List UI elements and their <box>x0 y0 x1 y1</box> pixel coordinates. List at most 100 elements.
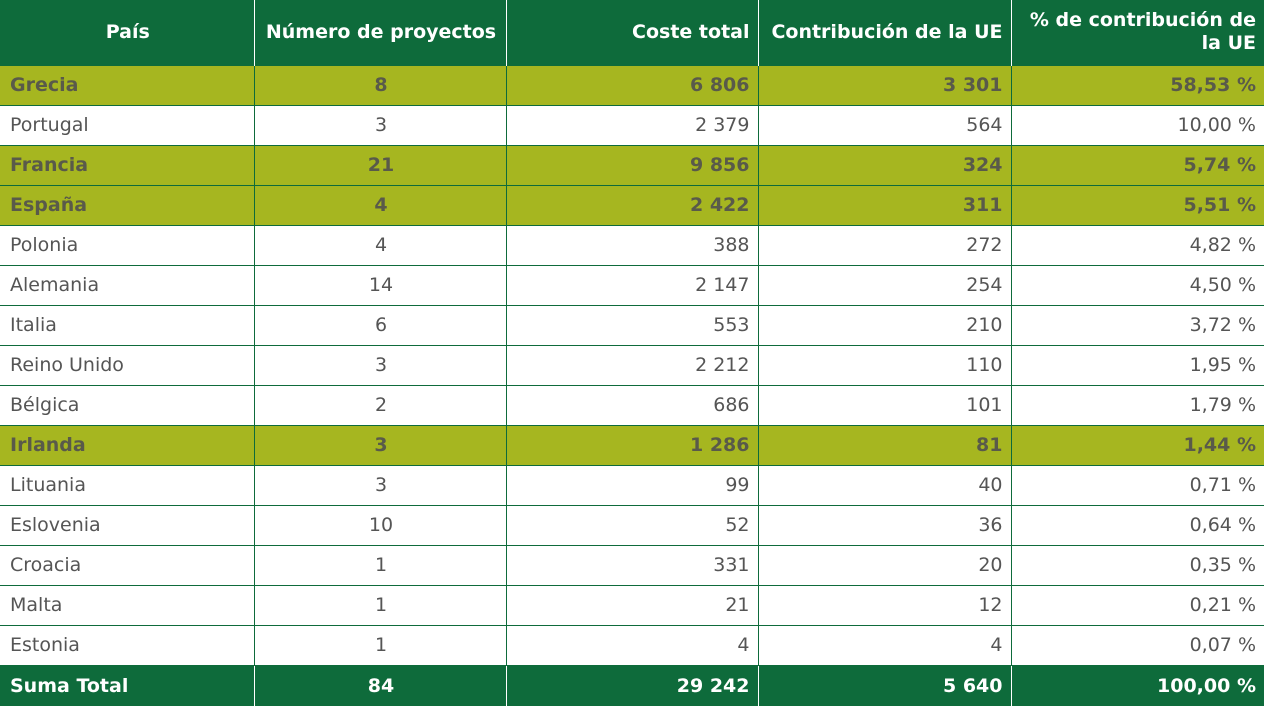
cell-porcentaje: 58,53 % <box>1010 64 1264 106</box>
cell-pais: Eslovenia <box>0 504 255 546</box>
cell-proyectos: 2 <box>253 384 507 426</box>
cell-coste: 1 286 <box>505 424 759 466</box>
cell-pais: Reino Unido <box>0 344 255 386</box>
cell-porcentaje: 3,72 % <box>1010 304 1264 346</box>
cell-proyectos: 3 <box>253 424 507 466</box>
total-porcentaje: 100,00 % <box>1010 665 1264 706</box>
cell-contribucion: 564 <box>757 104 1012 146</box>
cell-proyectos: 6 <box>253 304 507 346</box>
total-coste: 29 242 <box>505 665 759 706</box>
table-row: Irlanda 3 1 286 81 1,44 % <box>0 424 1264 466</box>
cell-proyectos: 4 <box>253 184 507 226</box>
cell-contribucion: 4 <box>757 624 1012 666</box>
cell-pais: Croacia <box>0 544 255 586</box>
cell-pais: Bélgica <box>0 384 255 426</box>
table-row: Bélgica 2 686 101 1,79 % <box>0 384 1264 426</box>
table-row: Francia 21 9 856 324 5,74 % <box>0 144 1264 186</box>
table-row: Lituania 3 99 40 0,71 % <box>0 464 1264 506</box>
cell-porcentaje: 0,07 % <box>1010 624 1264 666</box>
cell-coste: 388 <box>505 224 759 266</box>
cell-porcentaje: 0,35 % <box>1010 544 1264 586</box>
cell-contribucion: 210 <box>757 304 1012 346</box>
cell-proyectos: 21 <box>253 144 507 186</box>
cell-proyectos: 4 <box>253 224 507 266</box>
column-header-porcentaje-contribucion: % de contribución de la UE <box>1010 0 1264 65</box>
cell-contribucion: 20 <box>757 544 1012 586</box>
cell-contribucion: 324 <box>757 144 1012 186</box>
table-row: Portugal 3 2 379 564 10,00 % <box>0 104 1264 146</box>
table-row: Grecia 8 6 806 3 301 58,53 % <box>0 64 1264 106</box>
cell-pais: Francia <box>0 144 255 186</box>
cell-contribucion: 81 <box>757 424 1012 466</box>
cell-proyectos: 1 <box>253 584 507 626</box>
cell-pais: Polonia <box>0 224 255 266</box>
cell-proyectos: 1 <box>253 624 507 666</box>
table-row: Eslovenia 10 52 36 0,64 % <box>0 504 1264 546</box>
cell-contribucion: 110 <box>757 344 1012 386</box>
header-row: País Número de proyectos Coste total Con… <box>0 0 1264 65</box>
cell-porcentaje: 5,51 % <box>1010 184 1264 226</box>
table-row: España 4 2 422 311 5,51 % <box>0 184 1264 226</box>
cell-coste: 331 <box>505 544 759 586</box>
total-label: Suma Total <box>0 665 255 706</box>
cell-coste: 6 806 <box>505 64 759 106</box>
cell-pais: Portugal <box>0 104 255 146</box>
cell-pais: Irlanda <box>0 424 255 466</box>
cell-porcentaje: 5,74 % <box>1010 144 1264 186</box>
table-row: Polonia 4 388 272 4,82 % <box>0 224 1264 266</box>
cell-pais: Lituania <box>0 464 255 506</box>
cell-contribucion: 101 <box>757 384 1012 426</box>
cell-proyectos: 1 <box>253 544 507 586</box>
cell-contribucion: 40 <box>757 464 1012 506</box>
cell-coste: 2 147 <box>505 264 759 306</box>
cell-contribucion: 36 <box>757 504 1012 546</box>
cell-coste: 2 379 <box>505 104 759 146</box>
cell-porcentaje: 1,79 % <box>1010 384 1264 426</box>
cell-porcentaje: 10,00 % <box>1010 104 1264 146</box>
cell-proyectos: 3 <box>253 344 507 386</box>
cell-proyectos: 14 <box>253 264 507 306</box>
table-row: Alemania 14 2 147 254 4,50 % <box>0 264 1264 306</box>
cell-porcentaje: 4,50 % <box>1010 264 1264 306</box>
table-row: Estonia 1 4 4 0,07 % <box>0 624 1264 666</box>
table-row: Italia 6 553 210 3,72 % <box>0 304 1264 346</box>
cell-coste: 2 422 <box>505 184 759 226</box>
total-proyectos: 84 <box>253 665 507 706</box>
column-header-coste-total: Coste total <box>505 0 759 65</box>
cell-porcentaje: 1,95 % <box>1010 344 1264 386</box>
table-row: Croacia 1 331 20 0,35 % <box>0 544 1264 586</box>
cell-contribucion: 272 <box>757 224 1012 266</box>
cell-proyectos: 8 <box>253 64 507 106</box>
cell-porcentaje: 0,64 % <box>1010 504 1264 546</box>
cell-contribucion: 3 301 <box>757 64 1012 106</box>
cell-porcentaje: 4,82 % <box>1010 224 1264 266</box>
cell-proyectos: 3 <box>253 464 507 506</box>
cell-pais: Estonia <box>0 624 255 666</box>
total-contribucion: 5 640 <box>757 665 1012 706</box>
cell-coste: 52 <box>505 504 759 546</box>
column-header-contribucion-ue: Contribución de la UE <box>757 0 1012 65</box>
cell-pais: Malta <box>0 584 255 626</box>
cell-porcentaje: 1,44 % <box>1010 424 1264 466</box>
column-header-numero-proyectos: Número de proyectos <box>253 0 507 65</box>
cell-pais: España <box>0 184 255 226</box>
total-row: Suma Total 84 29 242 5 640 100,00 % <box>0 665 1264 706</box>
cell-proyectos: 10 <box>253 504 507 546</box>
cell-porcentaje: 0,71 % <box>1010 464 1264 506</box>
cell-coste: 4 <box>505 624 759 666</box>
cell-coste: 9 856 <box>505 144 759 186</box>
cell-coste: 553 <box>505 304 759 346</box>
cell-contribucion: 254 <box>757 264 1012 306</box>
cell-contribucion: 311 <box>757 184 1012 226</box>
table-row: Reino Unido 3 2 212 110 1,95 % <box>0 344 1264 386</box>
cell-pais: Alemania <box>0 264 255 306</box>
table-body: Grecia 8 6 806 3 301 58,53 % Portugal 3 2 379 56… <box>0 64 1264 666</box>
cell-coste: 99 <box>505 464 759 506</box>
cell-contribucion: 12 <box>757 584 1012 626</box>
column-header-pais: País <box>0 0 255 65</box>
cell-coste: 21 <box>505 584 759 626</box>
cell-porcentaje: 0,21 % <box>1010 584 1264 626</box>
cell-coste: 2 212 <box>505 344 759 386</box>
cell-pais: Grecia <box>0 64 255 106</box>
